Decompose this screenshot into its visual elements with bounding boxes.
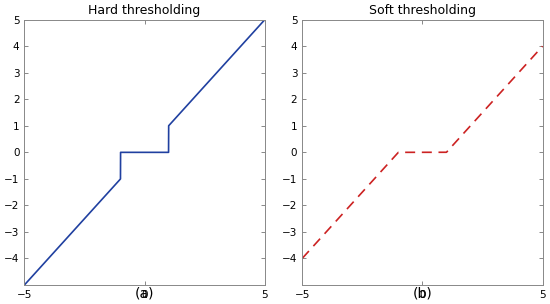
Text: (b): (b) <box>412 287 432 301</box>
Title: Hard thresholding: Hard thresholding <box>89 4 201 17</box>
Text: (a): (a) <box>135 287 155 301</box>
Title: Soft thresholding: Soft thresholding <box>369 4 476 17</box>
